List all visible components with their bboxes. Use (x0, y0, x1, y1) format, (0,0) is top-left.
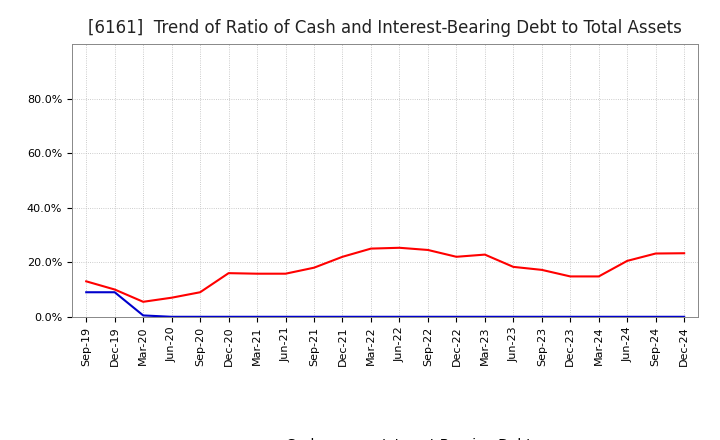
Title: [6161]  Trend of Ratio of Cash and Interest-Bearing Debt to Total Assets: [6161] Trend of Ratio of Cash and Intere… (89, 19, 682, 37)
Interest-Bearing Debt (652, 314, 660, 319)
Cash (110, 287, 119, 292)
Interest-Bearing Debt (167, 314, 176, 319)
Cash (282, 271, 290, 276)
Interest-Bearing Debt (680, 314, 688, 319)
Cash (167, 295, 176, 301)
Cash (196, 290, 204, 295)
Interest-Bearing Debt (537, 314, 546, 319)
Cash (452, 254, 461, 260)
Interest-Bearing Debt (395, 314, 404, 319)
Interest-Bearing Debt (595, 314, 603, 319)
Line: Cash: Cash (86, 248, 684, 302)
Interest-Bearing Debt (623, 314, 631, 319)
Cash (225, 271, 233, 276)
Cash (423, 247, 432, 253)
Interest-Bearing Debt (338, 314, 347, 319)
Interest-Bearing Debt (196, 314, 204, 319)
Cash (253, 271, 261, 276)
Interest-Bearing Debt (282, 314, 290, 319)
Cash (623, 258, 631, 264)
Cash (652, 251, 660, 256)
Cash (509, 264, 518, 270)
Cash (537, 267, 546, 272)
Cash (310, 265, 318, 270)
Cash (395, 245, 404, 250)
Interest-Bearing Debt (480, 314, 489, 319)
Interest-Bearing Debt (366, 314, 375, 319)
Interest-Bearing Debt (310, 314, 318, 319)
Cash (82, 279, 91, 284)
Cash (566, 274, 575, 279)
Cash (338, 254, 347, 260)
Legend: Cash, Interest-Bearing Debt: Cash, Interest-Bearing Debt (239, 438, 531, 440)
Cash (480, 252, 489, 257)
Cash (595, 274, 603, 279)
Interest-Bearing Debt (253, 314, 261, 319)
Line: Interest-Bearing Debt: Interest-Bearing Debt (86, 292, 684, 317)
Interest-Bearing Debt (139, 313, 148, 318)
Interest-Bearing Debt (509, 314, 518, 319)
Cash (366, 246, 375, 251)
Cash (680, 251, 688, 256)
Interest-Bearing Debt (225, 314, 233, 319)
Interest-Bearing Debt (566, 314, 575, 319)
Interest-Bearing Debt (82, 290, 91, 295)
Cash (139, 299, 148, 304)
Interest-Bearing Debt (452, 314, 461, 319)
Interest-Bearing Debt (423, 314, 432, 319)
Interest-Bearing Debt (110, 290, 119, 295)
